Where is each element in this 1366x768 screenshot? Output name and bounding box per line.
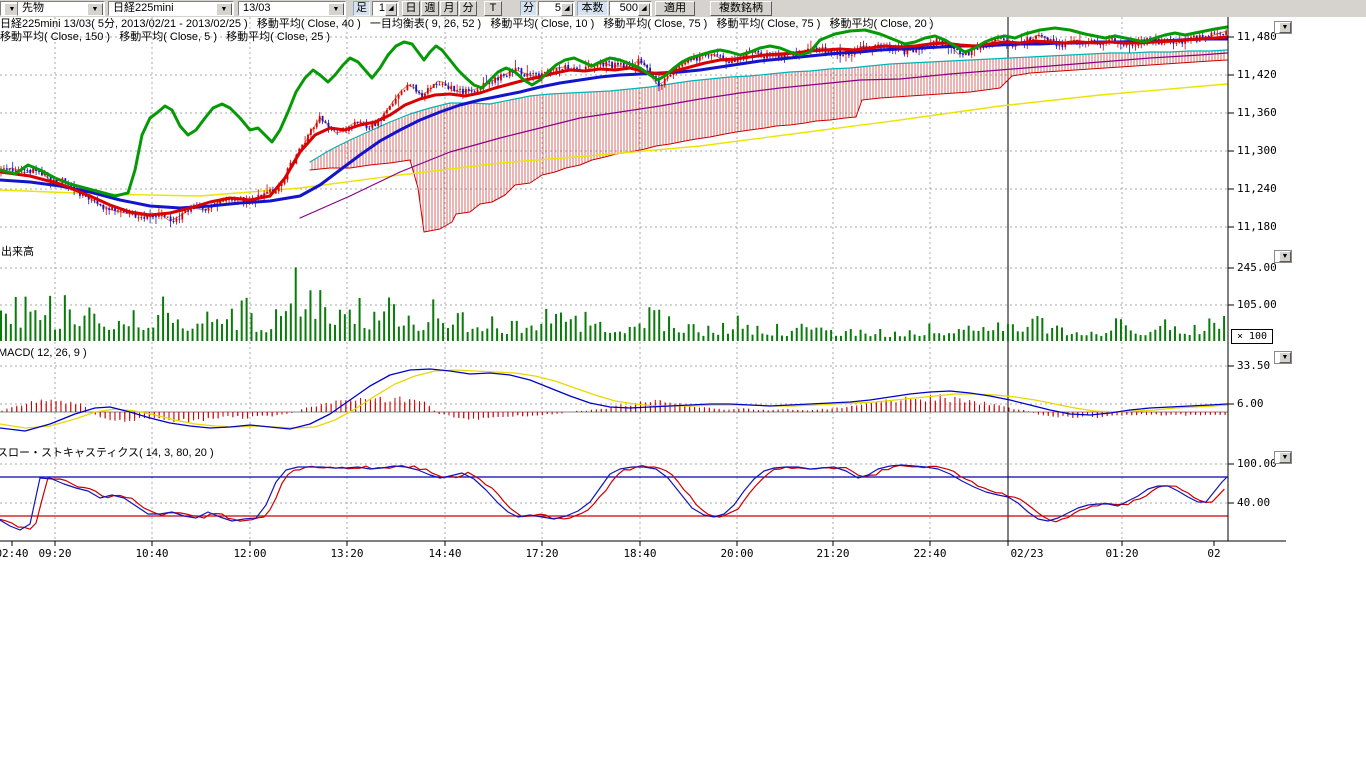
period-day-button[interactable]: 日	[402, 1, 420, 16]
macd-pane-title: MACD( 12, 26, 9 )	[0, 347, 87, 359]
x-tick-label: 14:40	[423, 548, 467, 560]
x-tick-label: 02/23	[1005, 548, 1049, 560]
chevron-down-icon[interactable]: ▼	[87, 3, 103, 16]
y-tick-label: 11,180	[1237, 221, 1277, 233]
y-tick-label: 11,360	[1237, 107, 1277, 119]
spinner-icon[interactable]: ◢	[385, 3, 397, 16]
interval-spinner[interactable]: 1 ◢	[372, 1, 399, 16]
x-tick-label: 17:20	[520, 548, 564, 560]
y-tick-label: 11,420	[1237, 69, 1277, 81]
y-tick-label: 100.00	[1237, 458, 1277, 470]
chart-application-window: ▼ 先物 ▼ 日経225mini ▼ 13/03 ▼ 足 1 ◢ 日 週 月 分…	[0, 0, 1366, 768]
period-month-button[interactable]: 月	[440, 1, 458, 16]
x-tick-label: 20:00	[715, 548, 759, 560]
x-tick-label: 22:40	[908, 548, 952, 560]
y-tick-label: 6.00	[1237, 398, 1264, 410]
chevron-down-icon[interactable]: ▼	[1279, 251, 1291, 262]
chart-canvas[interactable]	[0, 0, 1366, 768]
price-pane-menu-button[interactable]: ▼	[1274, 21, 1292, 34]
contract-month-combobox[interactable]: 13/03 ▼	[238, 1, 346, 16]
period-tick-button[interactable]: T	[484, 1, 502, 16]
indicator-header-line1: 日経225mini 13/03( 5分, 2013/02/21 - 2013/0…	[0, 18, 933, 30]
period-week-button[interactable]: 週	[421, 1, 439, 16]
apply-button[interactable]: 適用	[655, 1, 695, 16]
contract-value: 13/03	[243, 2, 271, 14]
x-tick-label: 21:20	[811, 548, 855, 560]
bars-value: 500	[620, 2, 638, 14]
category-combobox[interactable]: 先物 ▼	[17, 1, 105, 16]
chevron-down-icon[interactable]: ▼	[1279, 22, 1291, 33]
x-tick-label: 18:40	[618, 548, 662, 560]
chevron-down-icon[interactable]: ▼	[1279, 352, 1291, 363]
minute-spinner[interactable]: 5 ◢	[538, 1, 575, 16]
symbol-value: 日経225mini	[113, 2, 174, 14]
period-minute-button[interactable]: 分	[459, 1, 477, 16]
y-tick-label: 11,240	[1237, 183, 1277, 195]
spinner-icon[interactable]: ◢	[561, 3, 573, 16]
x-tick-label: 13:20	[325, 548, 369, 560]
y-tick-label: 33.50	[1237, 360, 1270, 372]
toolbar: ▼ 先物 ▼ 日経225mini ▼ 13/03 ▼ 足 1 ◢ 日 週 月 分…	[0, 0, 1366, 17]
y-tick-label: 40.00	[1237, 497, 1270, 509]
macd-pane-menu-button[interactable]: ▼	[1274, 351, 1292, 364]
chevron-down-icon[interactable]: ▼	[328, 3, 344, 16]
volume-pane-menu-button[interactable]: ▼	[1274, 250, 1292, 263]
symbol-combobox[interactable]: 日経225mini ▼	[108, 1, 234, 16]
x-tick-label: 12:00	[228, 548, 272, 560]
y-tick-label: 245.00	[1237, 262, 1277, 274]
volume-pane-title: 出来高	[1, 246, 34, 258]
multi-symbol-button[interactable]: 複数銘柄	[710, 1, 772, 16]
x-tick-label: 09:20	[33, 548, 77, 560]
spinner-icon[interactable]: ◢	[638, 3, 650, 16]
ashi-label[interactable]: 足	[353, 1, 370, 16]
y-tick-label: 11,480	[1237, 31, 1277, 43]
bars-spinner[interactable]: 500 ◢	[609, 1, 652, 16]
x-tick-label: 10:40	[130, 548, 174, 560]
x-tick-label: 01:20	[1100, 548, 1144, 560]
category-value: 先物	[22, 2, 44, 14]
y-tick-label: 105.00	[1237, 299, 1277, 311]
volume-unit-box: × 100	[1231, 329, 1273, 344]
stoch-pane-menu-button[interactable]: ▼	[1274, 451, 1292, 464]
bars-label: 本数	[577, 1, 608, 16]
indicator-header-line2: 移動平均( Close, 150 ) 移動平均( Close, 5 ) 移動平均…	[0, 31, 330, 43]
y-tick-label: 11,300	[1237, 145, 1277, 157]
x-tick-label: 02	[1192, 548, 1236, 560]
chevron-down-icon[interactable]: ▼	[216, 3, 232, 16]
stochastics-pane-title: スロー・ストキャスティクス( 14, 3, 80, 20 )	[0, 447, 214, 459]
chevron-down-icon[interactable]: ▼	[1279, 452, 1291, 463]
minute-label: 分	[520, 1, 537, 16]
x-tick-label: 02:40	[0, 548, 34, 560]
